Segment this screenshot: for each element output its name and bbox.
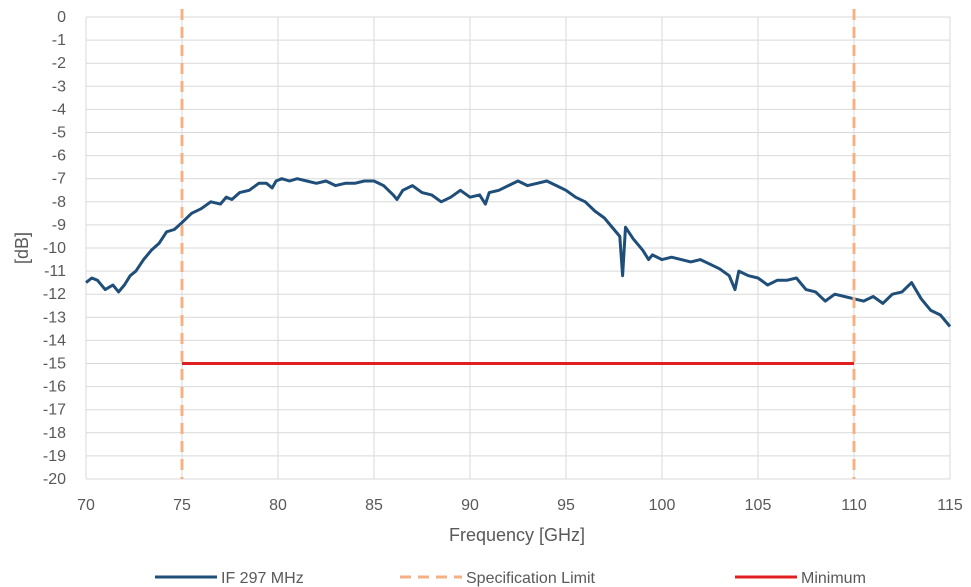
y-tick-label: -6 bbox=[52, 148, 66, 165]
grid-lines bbox=[85, 16, 951, 480]
y-tick-label: -13 bbox=[43, 309, 66, 326]
y-tick-label: -1 bbox=[52, 32, 66, 49]
y-tick-label: -10 bbox=[43, 240, 66, 257]
x-tick-label: 115 bbox=[937, 497, 963, 514]
y-tick-label: -5 bbox=[52, 125, 66, 142]
y-tick-label: -19 bbox=[43, 448, 66, 465]
y-tick-labels: 0 -1 -2 -3 -4 -5 -6 -7 -8 -9 -10 -11 -12 -13 -14 -15 -16… bbox=[43, 9, 66, 488]
y-tick-label: -15 bbox=[43, 356, 66, 373]
x-tick-label: 85 bbox=[365, 497, 383, 514]
y-tick-label: -9 bbox=[52, 217, 66, 234]
x-tick-label: 105 bbox=[745, 497, 772, 514]
x-tick-label: 100 bbox=[649, 497, 676, 514]
x-tick-label: 75 bbox=[173, 497, 191, 514]
y-tick-label: -4 bbox=[52, 101, 66, 118]
legend-label: IF 297 MHz bbox=[221, 570, 304, 587]
y-tick-label: -20 bbox=[43, 471, 66, 488]
y-tick-label: -2 bbox=[52, 55, 66, 72]
y-tick-label: -3 bbox=[52, 78, 66, 95]
legend: IF 297 MHz Specification Limit Minimum bbox=[155, 570, 866, 587]
y-tick-label: -14 bbox=[43, 332, 66, 349]
y-tick-label: 0 bbox=[57, 9, 66, 26]
y-tick-label: -11 bbox=[44, 263, 66, 280]
legend-label: Specification Limit bbox=[466, 570, 596, 587]
y-tick-label: -12 bbox=[43, 286, 66, 303]
x-tick-label: 70 bbox=[77, 497, 95, 514]
x-tick-label: 110 bbox=[841, 497, 867, 514]
y-tick-label: -8 bbox=[52, 194, 66, 211]
x-tick-labels: 70 75 80 85 90 95 100 105 110 115 bbox=[77, 497, 963, 514]
series-layer bbox=[85, 9, 952, 479]
y-tick-label: -16 bbox=[43, 379, 66, 396]
x-tick-label: 90 bbox=[461, 497, 479, 514]
if-297-mhz-line bbox=[85, 177, 952, 328]
y-tick-label: -7 bbox=[52, 171, 66, 188]
x-axis-title: Frequency [GHz] bbox=[449, 525, 585, 545]
x-tick-label: 80 bbox=[269, 497, 287, 514]
x-tick-label: 95 bbox=[557, 497, 575, 514]
legend-label: Minimum bbox=[801, 570, 866, 587]
y-tick-label: -17 bbox=[43, 402, 66, 419]
y-axis-title: [dB] bbox=[12, 232, 32, 264]
y-tick-label: -18 bbox=[43, 425, 66, 442]
